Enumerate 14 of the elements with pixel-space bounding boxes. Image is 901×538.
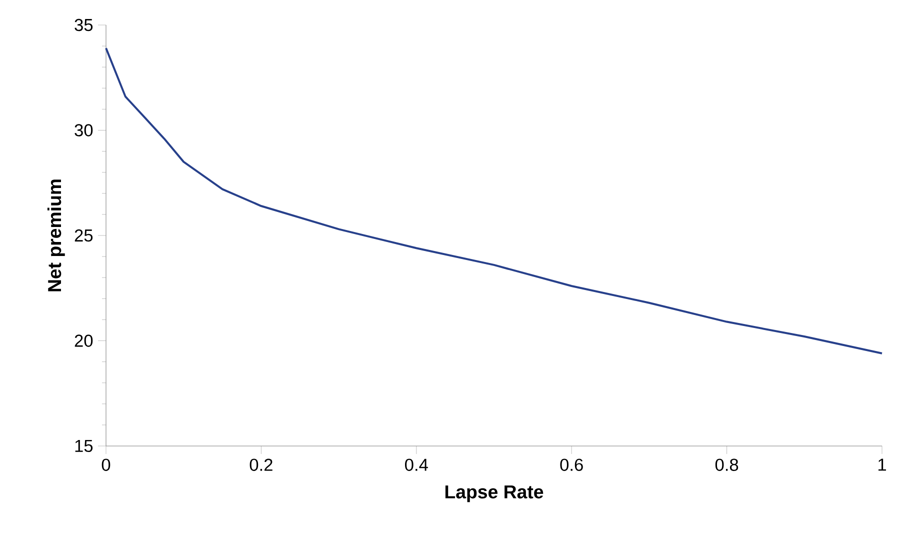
y-tick-label: 20 xyxy=(74,334,93,347)
x-tick-label: 0.8 xyxy=(715,458,738,471)
y-tick-label: 35 xyxy=(74,18,93,32)
y-tick-label: 25 xyxy=(74,229,93,242)
y-tick-label: 15 xyxy=(75,440,93,452)
x-tick-label: 1 xyxy=(878,458,886,471)
x-tick-label: 0.2 xyxy=(250,458,272,471)
y-axis-title: Net premium xyxy=(47,180,65,292)
line-series xyxy=(105,47,883,354)
x-tick-label: 0 xyxy=(102,458,110,471)
x-tick-label: 0.4 xyxy=(405,458,428,471)
x-tick-label: 0.6 xyxy=(560,458,583,471)
y-tick-label: 30 xyxy=(74,124,93,136)
x-axis-title: Lapse Rate xyxy=(445,485,544,502)
